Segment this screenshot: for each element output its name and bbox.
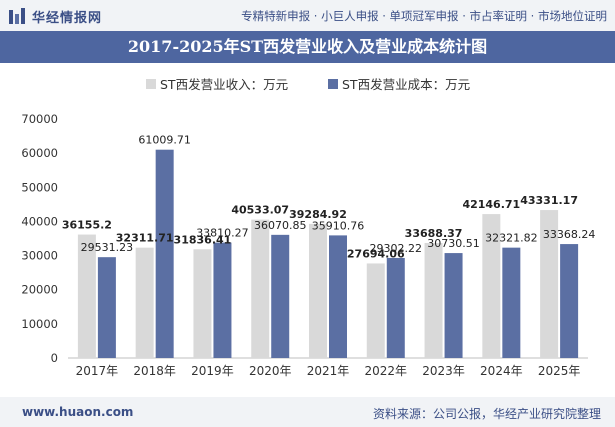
x-tick-label: 2025年	[538, 364, 581, 378]
x-tick-label: 2021年	[307, 364, 350, 378]
x-tick-label: 2022年	[365, 364, 408, 378]
y-tick-label: 50000	[21, 180, 58, 194]
cost-bar[interactable]	[560, 244, 579, 358]
revenue-data-label: 33688.37	[405, 227, 463, 240]
brand-name: 华经情报网	[32, 10, 103, 26]
revenue-bar[interactable]	[366, 263, 385, 358]
cost-bar[interactable]	[97, 257, 116, 358]
footer-source: 资料来源：公司公报，华经产业研究院整理	[372, 407, 601, 421]
y-tick-label: 10000	[21, 317, 58, 331]
top-bar: 华经情报网 专精特新申报 · 小巨人申报 · 单项冠军申报 · 市占率证明 · …	[0, 0, 615, 31]
cost-data-label: 61009.71	[138, 134, 191, 147]
legend-swatch-1[interactable]	[146, 79, 156, 89]
revenue-data-label: 43331.17	[520, 194, 578, 207]
y-tick-label: 0	[51, 351, 58, 365]
x-tick-label: 2023年	[422, 364, 465, 378]
x-tick-label: 2017年	[76, 364, 119, 378]
y-tick-label: 70000	[21, 112, 58, 126]
brand-logo[interactable]: 华经情报网	[8, 6, 102, 26]
revenue-data-label: 32311.71	[116, 232, 174, 245]
y-tick-label: 30000	[21, 249, 58, 263]
revenue-bar[interactable]	[309, 223, 327, 358]
cost-data-label: 30730.51	[427, 237, 480, 250]
cost-data-label: 33368.24	[543, 228, 596, 241]
chart-title: 2017-2025年ST西发营业收入及营业成本统计图	[127, 37, 488, 56]
revenue-data-label: 27694.06	[347, 247, 405, 260]
cost-bar[interactable]	[329, 235, 347, 358]
y-tick-label: 60000	[21, 146, 58, 160]
legend-swatch-2[interactable]	[328, 79, 338, 89]
cost-data-label: 35910.76	[312, 219, 365, 232]
legend-label-1[interactable]: ST西发营业收入：万元	[160, 77, 288, 92]
huajing-logo-icon	[8, 7, 26, 25]
y-tick-label: 20000	[21, 283, 58, 297]
revenue-data-label: 42146.71	[462, 198, 520, 211]
cost-bar[interactable]	[271, 234, 290, 358]
legend-label-2[interactable]: ST西发营业成本：万元	[342, 77, 470, 92]
revenue-bar[interactable]	[540, 210, 559, 358]
cost-data-label: 29302.22	[370, 242, 423, 255]
x-tick-label: 2018年	[133, 364, 176, 378]
x-tick-label: 2024年	[480, 364, 523, 378]
revenue-data-label: 39284.92	[289, 208, 347, 221]
revenue-data-label: 40533.07	[231, 204, 289, 217]
footer-bar: www.huaon.com 资料来源：公司公报，华经产业研究院整理	[0, 397, 615, 427]
revenue-bar[interactable]	[424, 242, 443, 358]
revenue-data-label: 36155.2	[62, 219, 112, 232]
cost-bar[interactable]	[155, 149, 174, 358]
cost-data-label: 29531.23	[81, 241, 134, 254]
footer-url[interactable]: www.huaon.com	[22, 405, 134, 419]
cost-data-label: 33810.27	[196, 227, 249, 240]
top-nav-links[interactable]: 专精特新申报 · 小巨人申报 · 单项冠军申报 · 市占率证明 · 市场地位证明	[241, 9, 607, 23]
title-bar: 2017-2025年ST西发营业收入及营业成本统计图	[0, 31, 615, 63]
cost-data-label: 36070.85	[254, 219, 307, 232]
revenue-bar[interactable]	[482, 214, 501, 358]
cost-bar[interactable]	[213, 242, 232, 358]
cost-bar[interactable]	[386, 257, 405, 358]
cost-bar[interactable]	[444, 253, 463, 358]
revenue-data-label: 31836.41	[174, 233, 232, 246]
y-tick-label: 40000	[21, 214, 58, 228]
revenue-bar[interactable]	[193, 249, 212, 358]
revenue-bar[interactable]	[251, 219, 270, 358]
bar-chart: ST西发营业收入：万元 ST西发营业成本：万元 0 10000 20000 30000 40…	[21, 77, 596, 378]
chart-area: ST西发营业收入：万元 ST西发营业成本：万元 0 10000 20000 30000 40…	[0, 63, 615, 397]
cost-bar[interactable]	[502, 247, 521, 358]
revenue-bar[interactable]	[135, 247, 154, 358]
cost-data-label: 32321.82	[485, 232, 538, 245]
revenue-bar[interactable]	[77, 234, 96, 358]
x-tick-label: 2019年	[191, 364, 234, 378]
x-tick-label: 2020年	[249, 364, 292, 378]
